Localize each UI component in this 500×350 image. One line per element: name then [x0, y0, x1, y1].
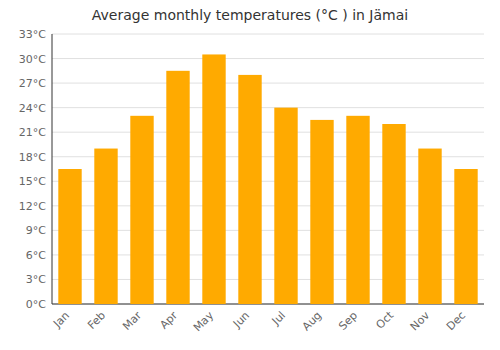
y-tick-label: 6°C	[26, 249, 46, 262]
x-tick-label: Mar	[120, 309, 144, 333]
bar	[418, 149, 441, 304]
grid-line	[52, 83, 484, 84]
grid-line	[52, 34, 484, 35]
y-axis-line	[52, 34, 53, 304]
y-tick-label: 0°C	[26, 298, 46, 311]
x-tick-label: Jul	[269, 309, 288, 328]
x-tick-label: Jun	[230, 309, 252, 331]
y-tick-label: 3°C	[26, 273, 46, 286]
bar	[94, 149, 117, 304]
x-tick-label: Aug	[300, 309, 324, 333]
x-tick-label: Sep	[336, 309, 360, 333]
grid-line	[52, 107, 484, 108]
bar	[346, 116, 369, 304]
bar	[454, 169, 477, 304]
x-tick-label: Jan	[50, 309, 72, 331]
y-tick-label: 27°C	[19, 77, 46, 90]
y-tick-label: 21°C	[19, 126, 46, 139]
y-tick-label: 18°C	[19, 151, 46, 164]
bar	[382, 124, 405, 304]
bars	[58, 54, 477, 304]
bar	[274, 108, 297, 304]
y-tick-label: 30°C	[19, 53, 46, 66]
title: Average monthly temperatures (°C ) in Jä…	[92, 7, 408, 23]
x-tick-label: Feb	[85, 309, 108, 332]
x-tick-label: Apr	[157, 309, 180, 332]
bar	[166, 71, 189, 304]
x-tick-label: Nov	[408, 309, 433, 334]
x-tick-label: May	[191, 309, 217, 335]
x-tick-label: Dec	[444, 309, 468, 333]
chart: Average monthly temperatures (°C ) in Jä…	[0, 0, 500, 350]
y-tick-label: 12°C	[19, 200, 46, 213]
y-tick-label: 24°C	[19, 102, 46, 115]
axes: 0°C 3°C 6°C 9°C 12°C 15°C 18°C 21°C 24°C 27°C 30°C…	[19, 28, 484, 334]
grid-line	[52, 132, 484, 133]
y-tick-label: 33°C	[19, 28, 46, 41]
grid	[52, 34, 484, 304]
y-tick-label: 15°C	[19, 175, 46, 188]
x-tick-label: Oct	[373, 308, 396, 331]
bar	[310, 120, 333, 304]
bar	[202, 54, 225, 304]
grid-line	[52, 58, 484, 59]
y-tick-label: 9°C	[26, 224, 46, 237]
bar	[58, 169, 81, 304]
bar	[238, 75, 261, 304]
bar	[130, 116, 153, 304]
